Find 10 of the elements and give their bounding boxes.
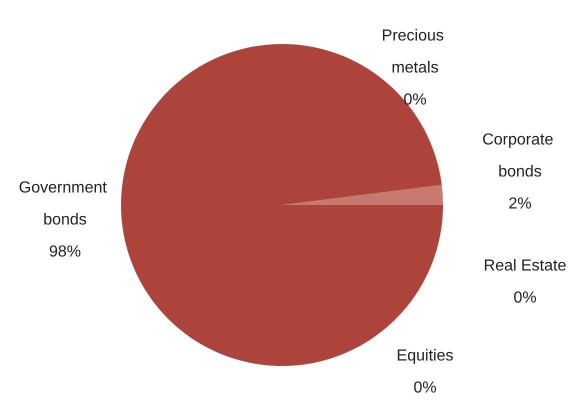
category-label: Equities	[396, 348, 454, 364]
text: 0%	[403, 92, 427, 108]
text: 0%	[413, 380, 437, 396]
data-label: 2%	[508, 196, 532, 212]
slice-label: Corporate bonds	[482, 132, 558, 180]
category-label: Precious metals	[382, 28, 444, 76]
text: 0%	[513, 290, 537, 306]
category-label: Real Estate	[484, 258, 566, 274]
data-label: 98%	[48, 244, 82, 260]
slice-label: Government bonds	[18, 180, 112, 228]
